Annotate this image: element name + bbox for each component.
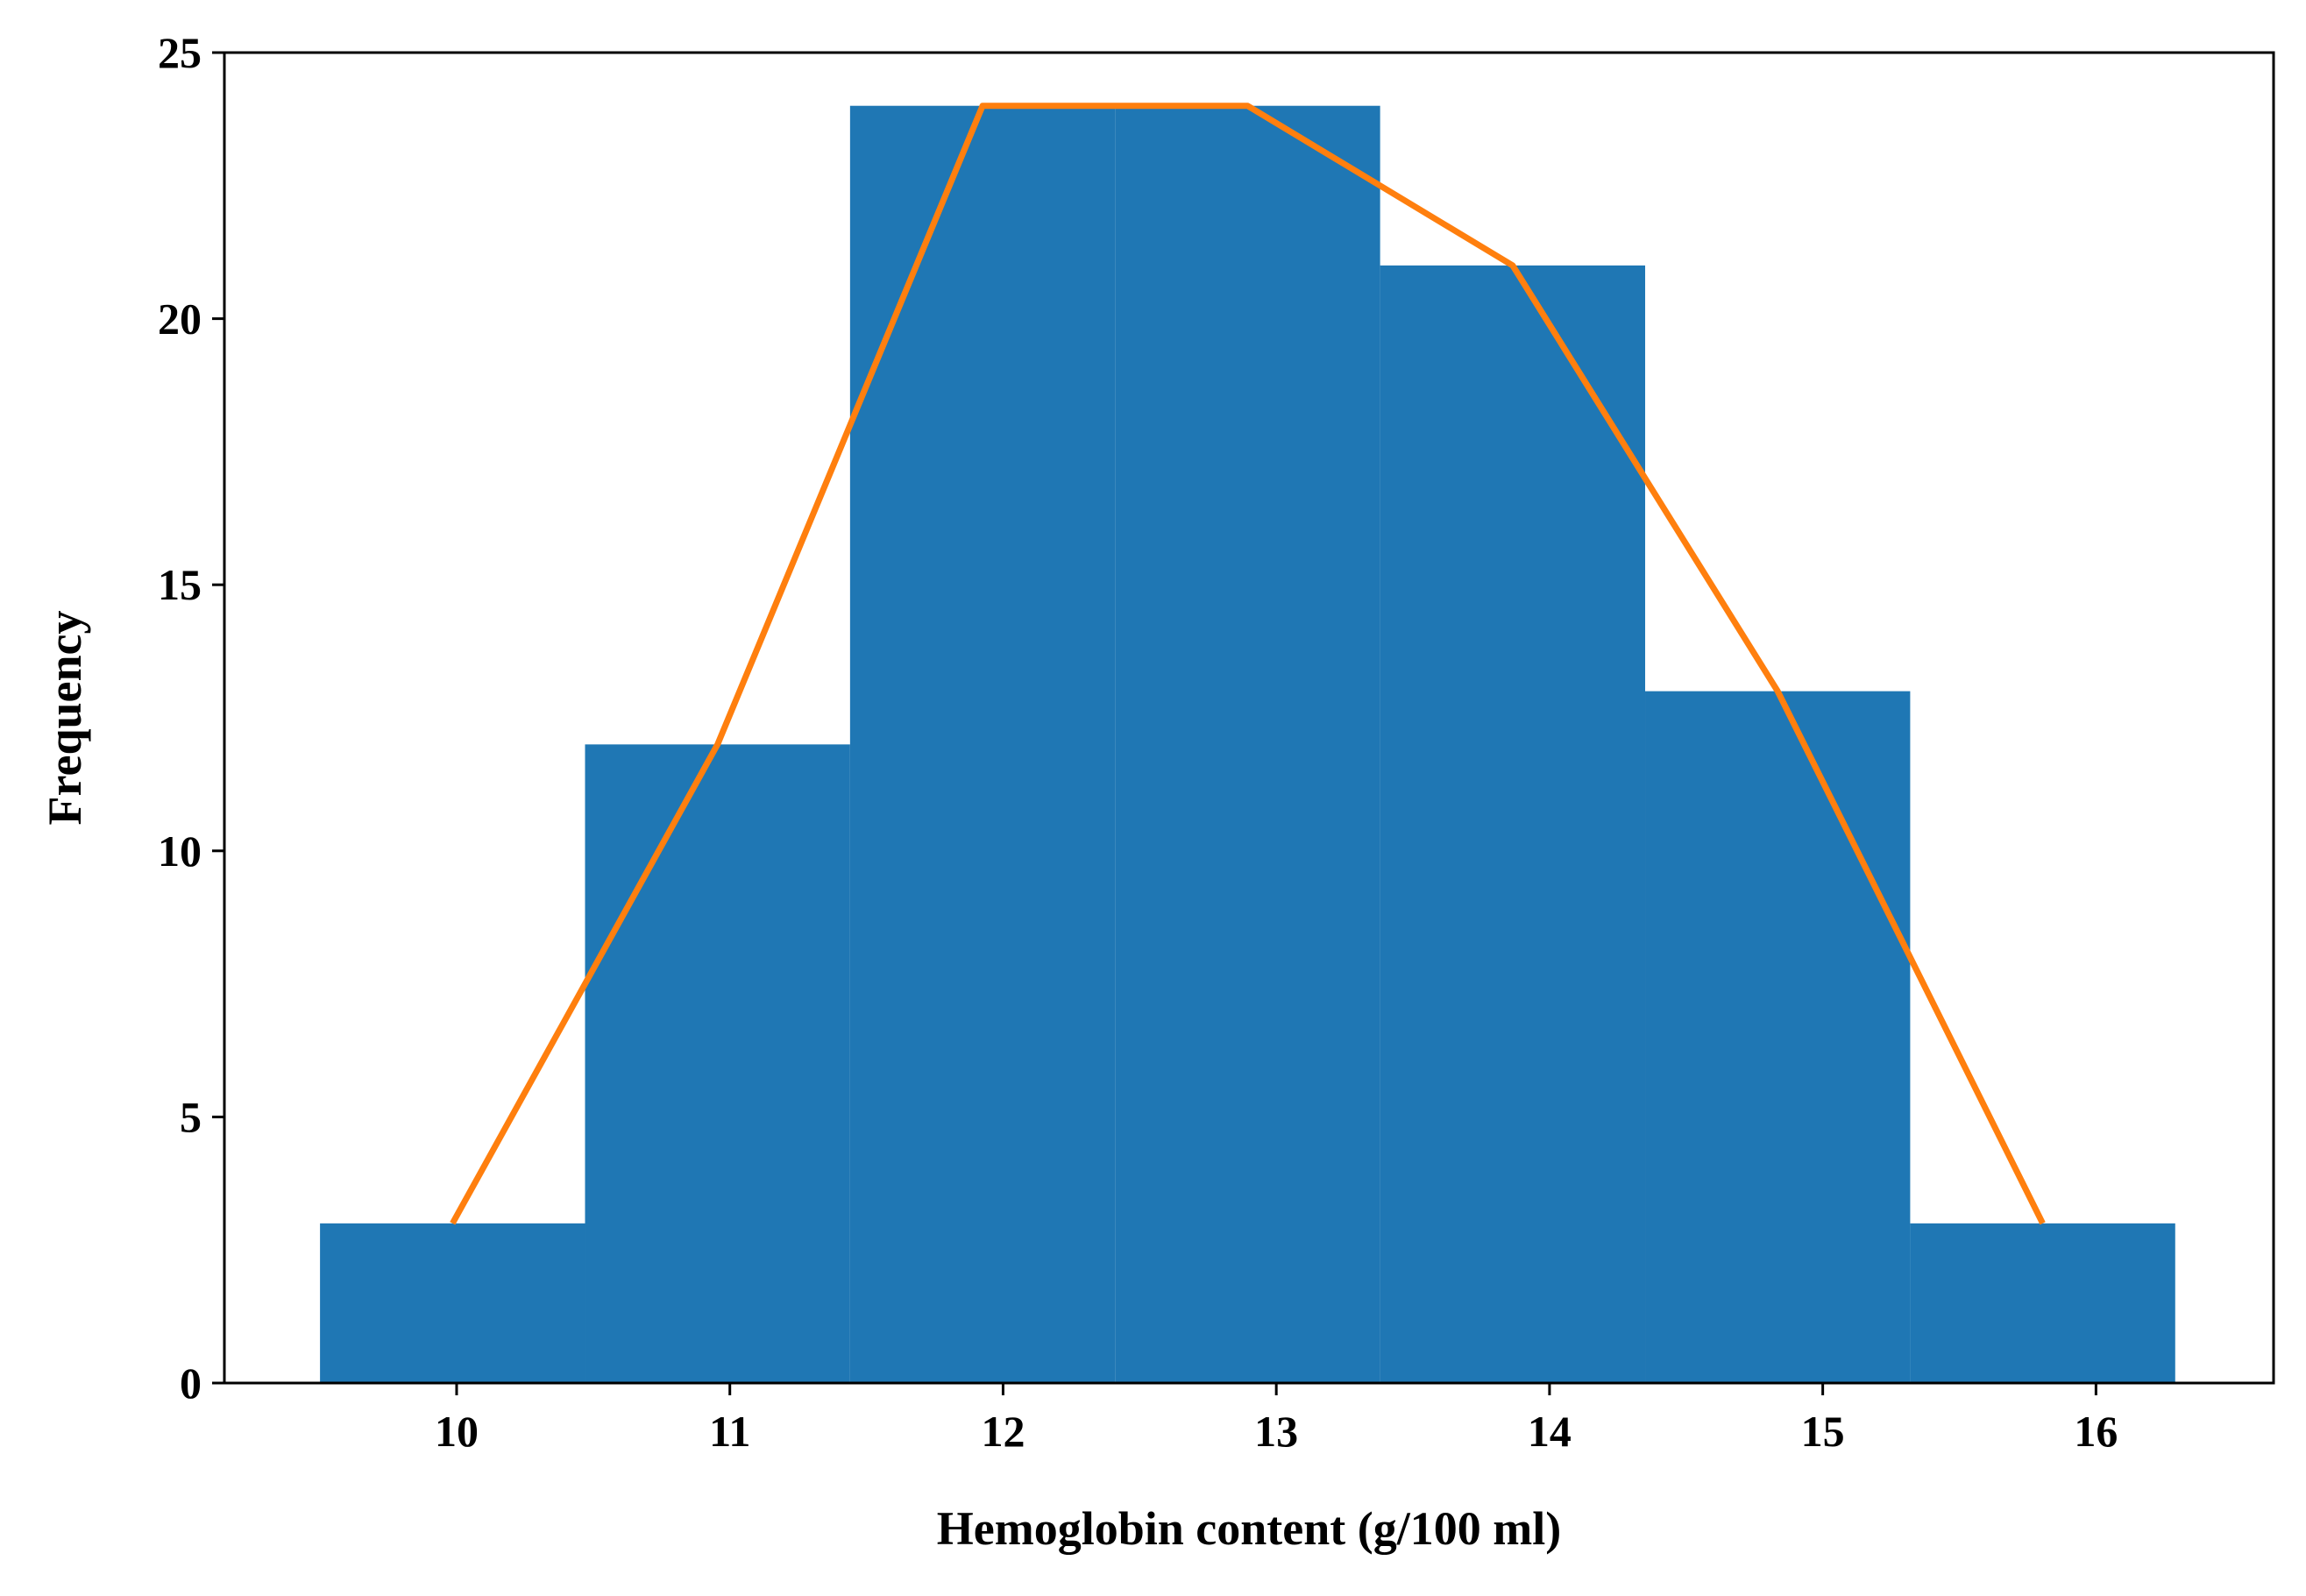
y-tick-label-5: 5 (180, 1092, 202, 1141)
x-tick-label-10: 10 (435, 1407, 479, 1456)
y-axis-ticks: 0 5 10 15 20 25 (158, 28, 224, 1408)
histogram-bar-7 (1910, 1223, 2175, 1383)
x-tick-label-13: 13 (1254, 1407, 1298, 1456)
histogram-bar-5 (1380, 265, 1646, 1383)
plot-frame (223, 51, 2275, 1385)
histogram-bars (320, 105, 2175, 1384)
histogram-bar-3 (849, 105, 1116, 1384)
histogram-bar-4 (1115, 105, 1380, 1384)
histogram-bar-1 (320, 1223, 585, 1383)
x-tick-label-14: 14 (1528, 1407, 1572, 1456)
x-axis-ticks: 10 11 12 13 14 15 16 (435, 1383, 2118, 1456)
y-tick-label-0: 0 (180, 1358, 202, 1408)
histogram-bar-2 (585, 744, 850, 1383)
x-tick-label-15: 15 (1801, 1407, 1845, 1456)
x-tick-label-11: 11 (709, 1407, 750, 1456)
y-tick-label-15: 15 (158, 560, 202, 609)
histogram-bar-6 (1645, 691, 1911, 1383)
x-tick-label-16: 16 (2074, 1407, 2118, 1456)
x-axis-label: Hemoglobin content (g/100 ml) (937, 1502, 1561, 1555)
frequency-polygon-layer (450, 103, 2046, 1225)
x-tick-label-12: 12 (981, 1407, 1025, 1456)
y-tick-label-20: 20 (158, 294, 202, 344)
y-tick-label-10: 10 (158, 826, 202, 876)
y-axis-label: Frequency (39, 611, 91, 826)
y-tick-label-25: 25 (158, 28, 202, 77)
frequency-polygon-line (450, 103, 2046, 1225)
